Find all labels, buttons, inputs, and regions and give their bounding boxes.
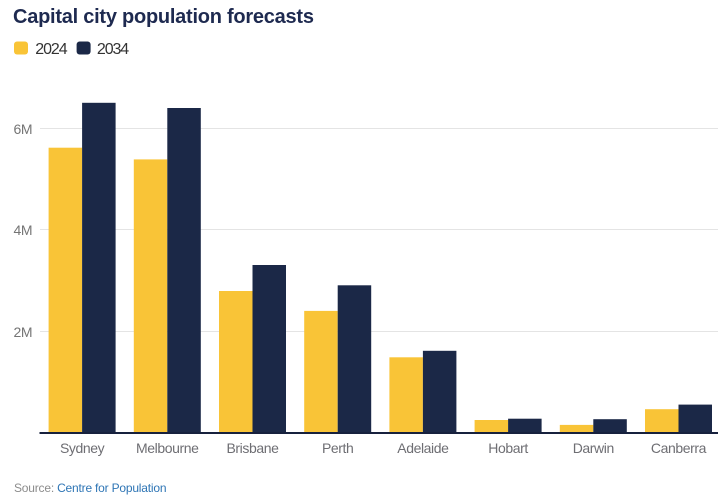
svg-text:Darwin: Darwin	[573, 440, 614, 456]
svg-text:6M: 6M	[14, 121, 32, 137]
svg-text:Brisbane: Brisbane	[226, 440, 279, 456]
svg-text:Melbourne: Melbourne	[136, 440, 199, 456]
svg-text:2034: 2034	[97, 41, 129, 58]
svg-text:2M: 2M	[14, 324, 32, 340]
svg-text:Perth: Perth	[322, 440, 353, 456]
svg-text:2024: 2024	[35, 41, 67, 58]
svg-text:4M: 4M	[14, 222, 32, 238]
svg-text:Hobart: Hobart	[488, 440, 528, 456]
svg-text:Adelaide: Adelaide	[397, 440, 449, 456]
svg-text:Sydney: Sydney	[60, 440, 105, 456]
svg-text:Canberra: Canberra	[651, 440, 707, 456]
